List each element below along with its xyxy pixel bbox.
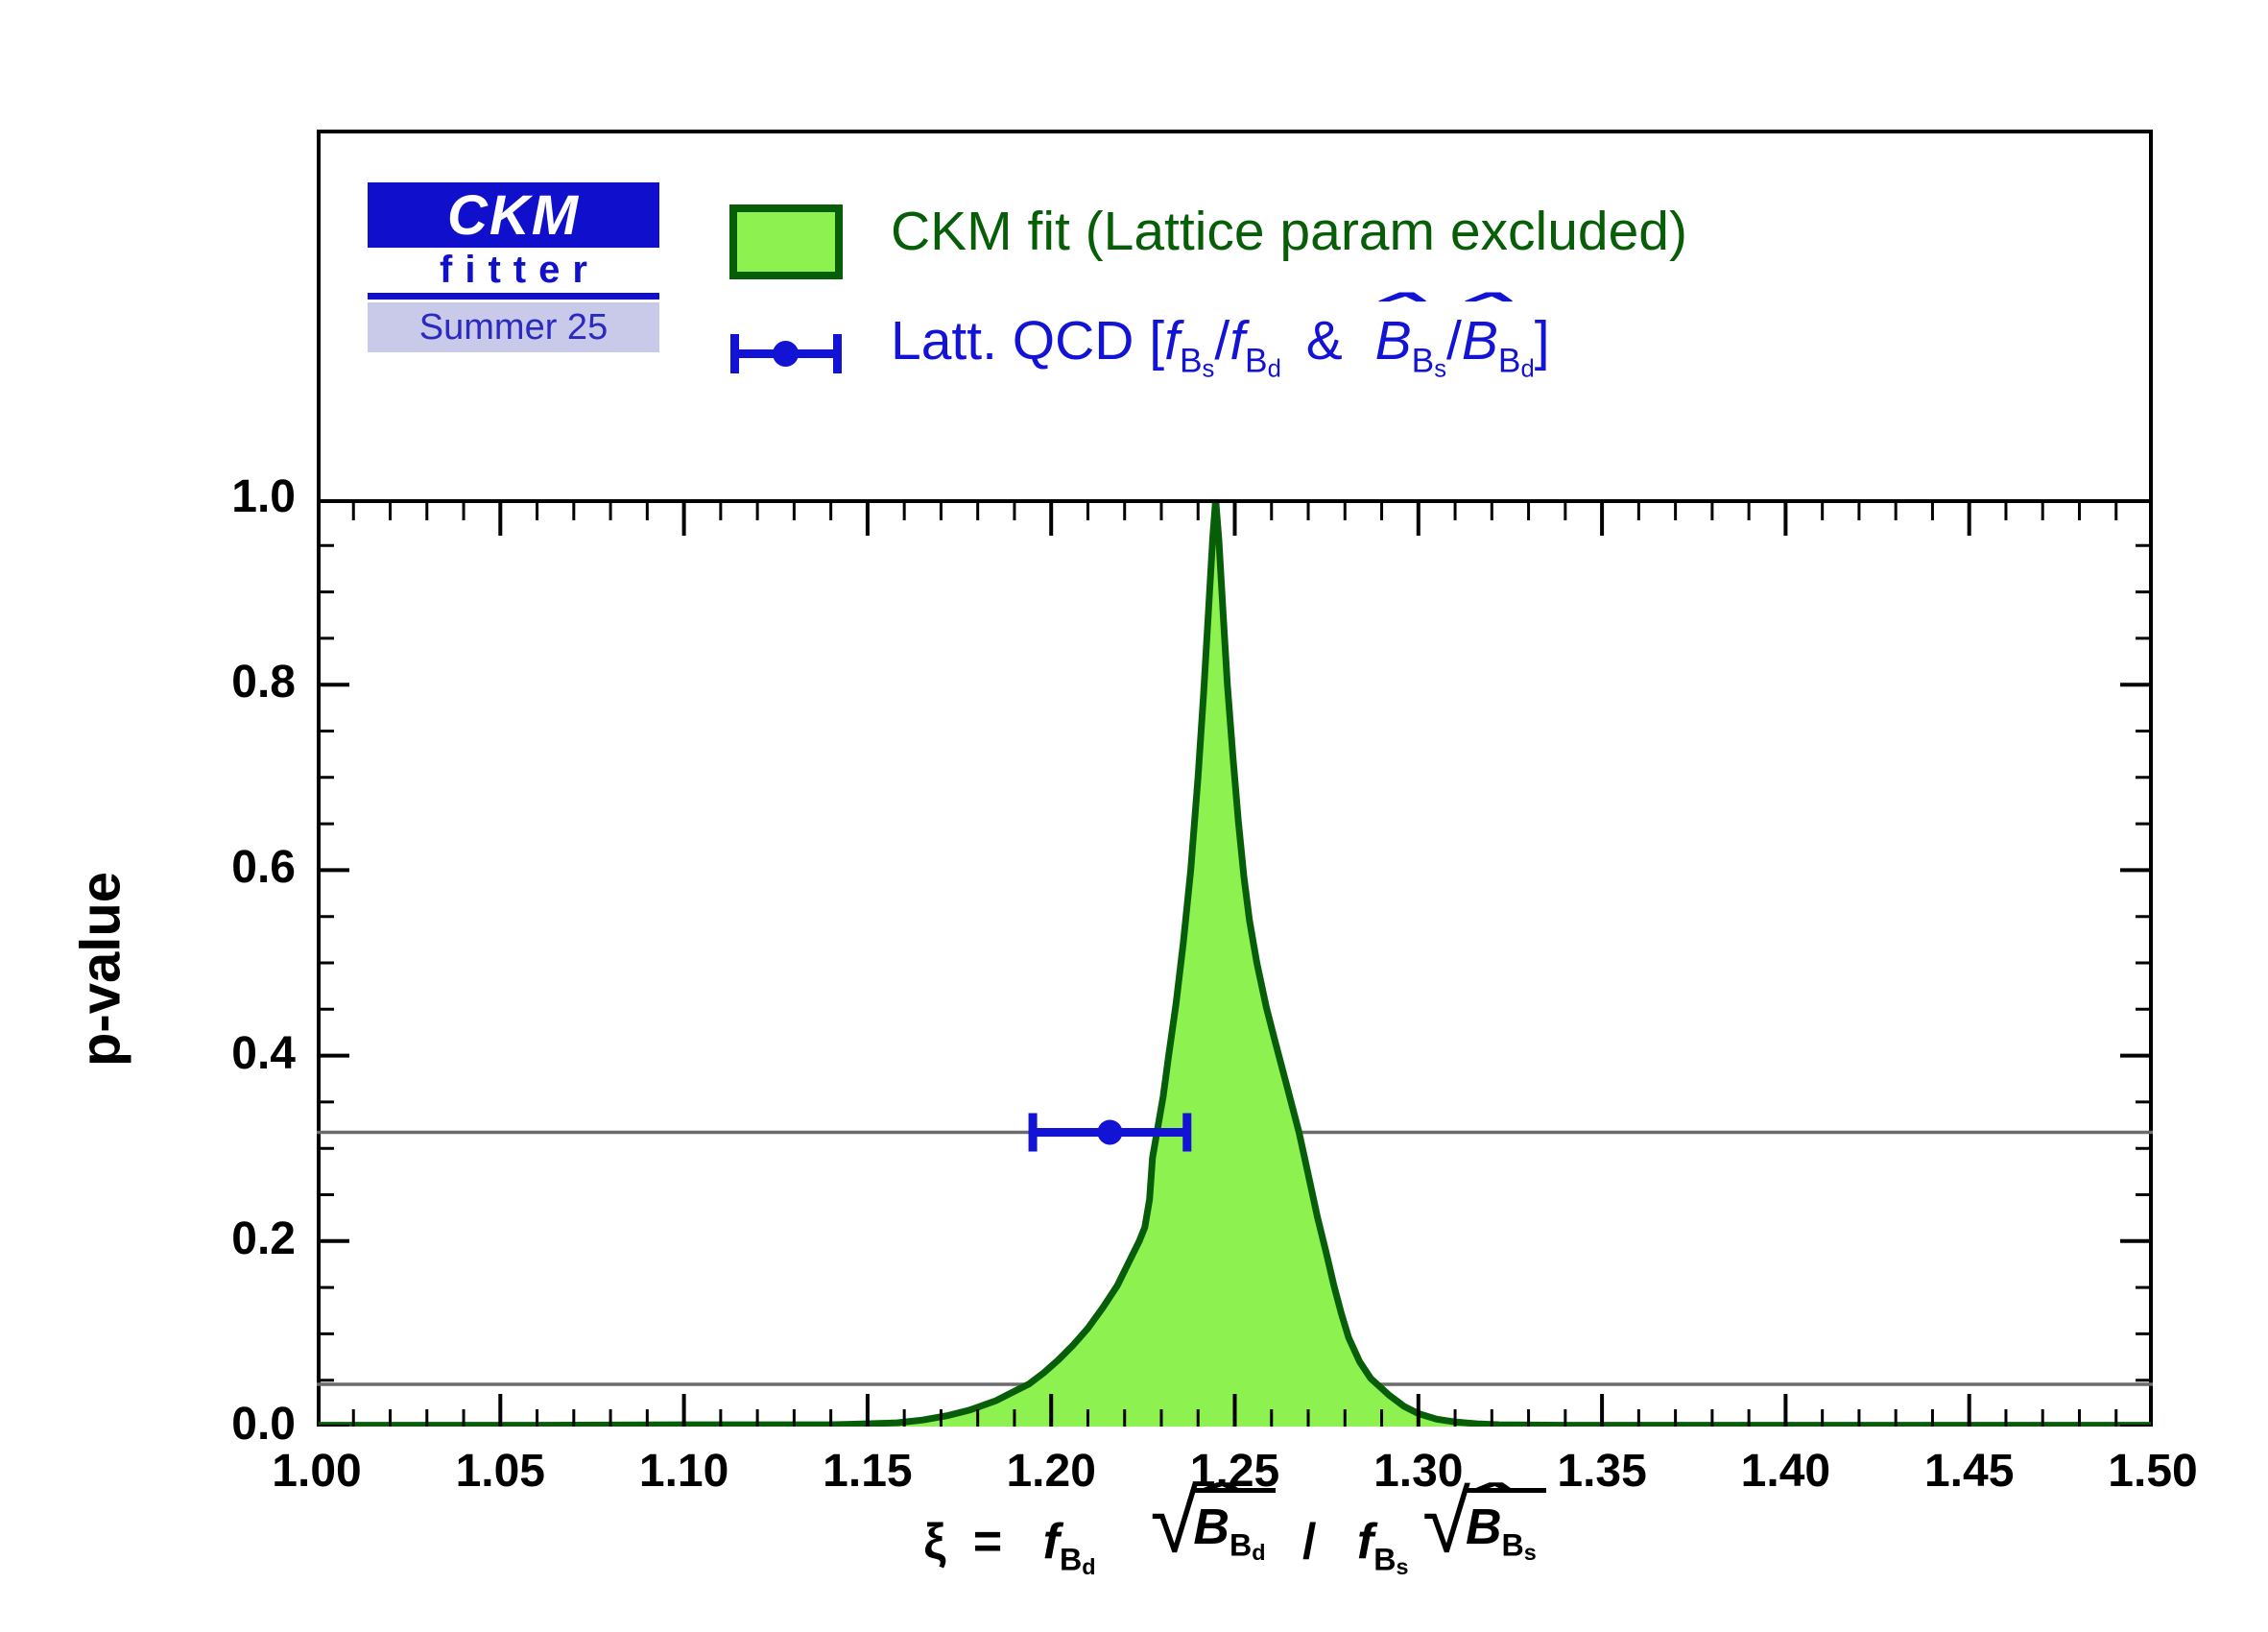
y-tick-label: 0.8	[231, 657, 296, 708]
sqrt-radical: √ ˆ BBd	[1150, 1476, 1276, 1571]
equals: =	[972, 1514, 1003, 1570]
y-tick-label: 1.0	[231, 471, 296, 522]
ckmfitter-logo: CKM fitter Summer 25	[368, 182, 659, 352]
sub-B: B	[1245, 342, 1268, 380]
legend-area-swatch-icon	[729, 204, 843, 279]
legend-errorbar-icon	[728, 315, 845, 392]
x-tick-label: 1.00	[272, 1446, 362, 1497]
errorbar-left-cap	[730, 334, 739, 373]
plot-canvas	[317, 499, 2153, 1427]
y-tick-label: 0.0	[231, 1399, 296, 1450]
sub-B: B	[1411, 342, 1435, 380]
errorbar-center-dot	[773, 341, 799, 367]
ampersand: &	[1305, 310, 1343, 372]
sub-d: d	[1520, 355, 1535, 383]
slash: /	[1446, 310, 1462, 372]
latt-prefix: Latt. QCD [	[891, 310, 1165, 372]
y-tick-label: 0.4	[231, 1027, 296, 1079]
slash: /	[1302, 1514, 1317, 1570]
logo-fitter-text: fitter	[440, 249, 600, 291]
slash: /	[1214, 310, 1230, 372]
logo-fitter-band: fitter	[368, 248, 659, 300]
hat-accent: ˆ	[1465, 1476, 1506, 1532]
hat-accent: ˆ	[1373, 283, 1418, 346]
errorbar-right-cap	[833, 334, 842, 373]
y-axis-title: p-value	[69, 871, 132, 1068]
fit-curve-fill	[317, 499, 2153, 1427]
y-tick-label: 0.6	[231, 842, 296, 894]
y-tick-label: 0.2	[231, 1212, 296, 1264]
logo-season-text: Summer 25	[418, 306, 609, 348]
fit-curve-outline	[317, 499, 2153, 1427]
logo-ckm-text: CKM	[446, 183, 581, 247]
sub-s: s	[1523, 1539, 1537, 1565]
sub-d: d	[1252, 1539, 1266, 1565]
sub-s: s	[1202, 355, 1215, 383]
x-axis-title: ξ = fBd √ ˆ BBd / fBs √ ˆ BBs	[317, 1476, 2153, 1580]
legend-fit-label: CKM fit (Lattice param excluded)	[891, 201, 1687, 262]
sub-d: d	[1267, 355, 1281, 383]
hat-accent: ˆ	[1460, 283, 1504, 346]
x-tick-label: 1.15	[823, 1446, 913, 1497]
sub-d: d	[1082, 1553, 1096, 1579]
sub-s: s	[1434, 355, 1447, 383]
lattice-central-value	[1097, 1119, 1123, 1145]
logo-season-band: Summer 25	[368, 302, 659, 352]
x-tick-label: 1.45	[1923, 1446, 2015, 1497]
sqrt-radical: √ ˆ BBs	[1422, 1476, 1546, 1571]
latt-close: ]	[1534, 310, 1550, 372]
sub-B: B	[1059, 1542, 1083, 1577]
sub-B: B	[1501, 1527, 1524, 1563]
xi-symbol: ξ	[923, 1514, 946, 1570]
sub-B: B	[1229, 1527, 1253, 1563]
f-symbol: f	[1042, 1514, 1060, 1570]
legend-lattice-label: Latt. QCD [fBs/fBd & ˆ BBs/ˆ BBd]	[891, 283, 1550, 383]
sub-B: B	[1497, 342, 1521, 380]
f-symbol: f	[1229, 310, 1246, 372]
f-symbol: f	[1164, 310, 1180, 372]
sub-s: s	[1396, 1553, 1409, 1579]
x-tick-label: 1.05	[455, 1446, 545, 1497]
x-tick-label: 1.50	[2108, 1446, 2198, 1497]
x-tick-label: 1.10	[638, 1446, 729, 1497]
sub-B: B	[1179, 342, 1203, 380]
x-tick-label: 1.30	[1373, 1446, 1464, 1497]
logo-ckm-band: CKM	[368, 182, 659, 248]
x-tick-label: 1.20	[1006, 1446, 1096, 1497]
sub-B: B	[1373, 1542, 1397, 1577]
hat-accent: ˆ	[1193, 1476, 1233, 1532]
x-tick-label: 1.40	[1740, 1446, 1831, 1497]
f-symbol: f	[1356, 1514, 1374, 1570]
x-tick-label: 1.25	[1189, 1446, 1280, 1497]
x-tick-label: 1.35	[1557, 1446, 1647, 1497]
